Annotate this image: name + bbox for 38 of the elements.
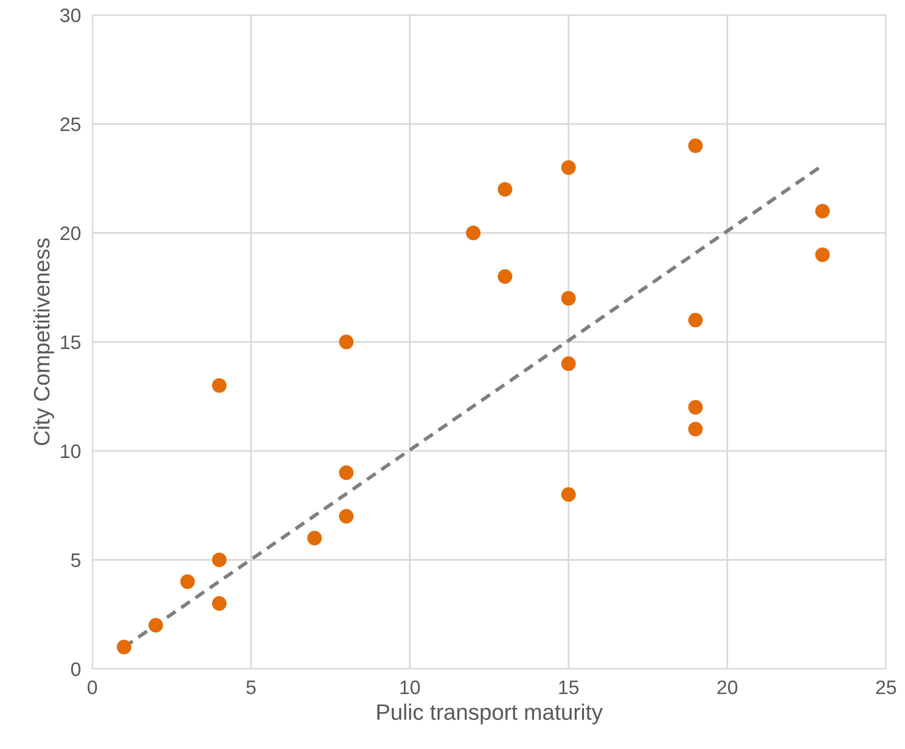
- point: [339, 509, 354, 524]
- point: [339, 465, 354, 480]
- point: [688, 138, 703, 154]
- point: [498, 269, 512, 284]
- point: [561, 160, 576, 175]
- y-axis-title: City Competitiveness: [33, 238, 54, 446]
- point: [148, 618, 164, 633]
- x-tick-label: 25: [876, 680, 896, 694]
- point: [561, 356, 576, 371]
- y-tick-label: 20: [60, 226, 80, 240]
- y-tick-label: 15: [61, 336, 80, 350]
- x-tick-label: 20: [717, 680, 738, 694]
- x-tick-label: 5: [246, 680, 256, 694]
- point: [688, 400, 703, 415]
- point: [688, 312, 703, 328]
- point: [466, 226, 481, 240]
- point: [212, 596, 227, 611]
- point: [688, 422, 703, 436]
- x-axis-title: Pulic transport maturity: [377, 704, 603, 724]
- point: [339, 334, 354, 350]
- point: [815, 247, 830, 262]
- point: [498, 182, 512, 197]
- point: [561, 291, 576, 306]
- y-tick-label: 30: [60, 8, 80, 22]
- y-tick-label: 10: [61, 444, 80, 458]
- point: [116, 640, 132, 654]
- point: [815, 204, 830, 218]
- x-tick-label: 10: [400, 680, 420, 694]
- x-tick-label: 0: [88, 680, 97, 694]
- point: [561, 487, 576, 502]
- x-tick-label: 15: [559, 680, 579, 694]
- y-tick-label: 25: [60, 117, 80, 132]
- point: [180, 574, 195, 589]
- point: [212, 552, 227, 568]
- point: [307, 530, 322, 546]
- point: [212, 378, 227, 393]
- y-tick-label: 0: [71, 662, 80, 676]
- y-tick-label: 5: [71, 554, 80, 568]
